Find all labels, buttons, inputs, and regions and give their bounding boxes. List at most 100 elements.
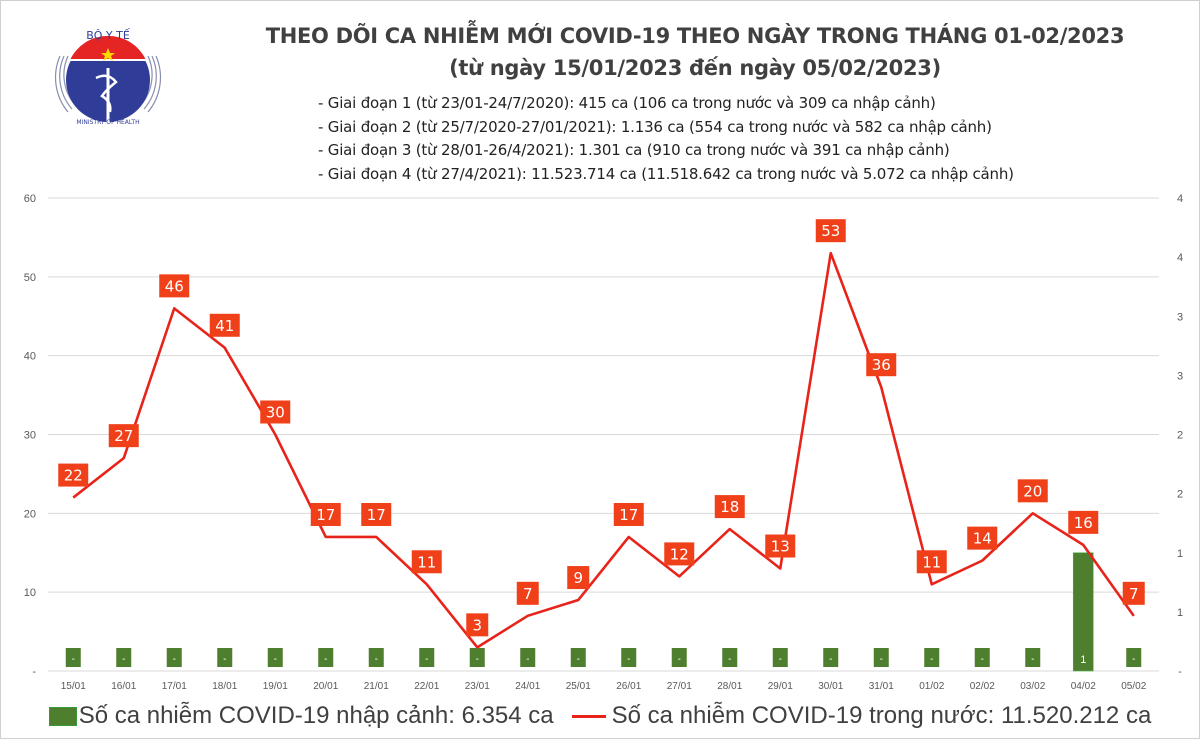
data-label-box xyxy=(916,550,947,574)
bar-label: - xyxy=(476,654,479,665)
logo-bottom-text: MINISTRY OF HEALTH xyxy=(76,119,139,126)
data-label-box xyxy=(159,274,190,298)
x-axis-tick: 23/01 xyxy=(465,681,490,692)
x-axis-tick: 24/01 xyxy=(515,681,540,692)
data-label: 12 xyxy=(670,545,689,563)
phase-item: - Giai đoạn 3 (từ 28/01-26/4/2021): 1.30… xyxy=(318,141,950,159)
left-axis-tick: 60 xyxy=(24,193,36,205)
data-label-box xyxy=(58,463,89,487)
right-axis-tick: 3 xyxy=(1177,370,1183,382)
data-label-box xyxy=(361,502,392,526)
bar-label: - xyxy=(981,654,984,665)
x-axis-tick: 25/01 xyxy=(566,681,591,692)
data-label: 46 xyxy=(165,277,184,295)
x-axis-tick: 26/01 xyxy=(616,681,641,692)
right-axis-tick: 1 xyxy=(1177,607,1183,619)
bar-label: - xyxy=(577,654,580,665)
bar xyxy=(65,648,81,667)
data-label: 3 xyxy=(472,616,482,634)
data-label: 17 xyxy=(316,506,335,524)
data-label: 11 xyxy=(922,553,941,571)
left-axis-tick: - xyxy=(32,666,36,678)
bar xyxy=(1126,648,1142,667)
bar-label: 1 xyxy=(1080,654,1086,666)
data-label: 30 xyxy=(266,404,285,422)
data-label: 11 xyxy=(417,553,436,571)
data-label: 18 xyxy=(720,498,739,516)
bar xyxy=(166,648,182,667)
title-line: THEO DÕI CA NHIỄM MỚI COVID-19 THEO NGÀY… xyxy=(265,24,1125,48)
bar-label: - xyxy=(880,654,883,665)
data-label-box xyxy=(765,534,796,558)
left-axis-tick: 30 xyxy=(24,430,36,442)
data-label: 36 xyxy=(872,356,891,374)
right-axis-tick: 2 xyxy=(1177,489,1183,501)
bar xyxy=(419,648,435,667)
right-axis-tick: 1 xyxy=(1177,548,1183,560)
bar xyxy=(671,648,687,667)
right-axis-tick: 2 xyxy=(1177,430,1183,442)
data-label: 20 xyxy=(1023,482,1042,500)
x-axis-tick: 28/01 xyxy=(717,681,742,692)
line-series xyxy=(72,251,1135,649)
phase-item: - Giai đoạn 2 (từ 25/7/2020-27/01/2021):… xyxy=(318,117,992,136)
x-axis-tick: 22/01 xyxy=(414,681,439,692)
data-label: 41 xyxy=(215,317,234,335)
x-axis-tick: 21/01 xyxy=(364,681,389,692)
bar-label: - xyxy=(425,654,428,665)
x-axis-tick: 20/01 xyxy=(313,681,338,692)
phase-item: - Giai đoạn 4 (từ 27/4/2021): 11.523.714… xyxy=(318,164,1014,183)
data-label-box xyxy=(664,542,695,566)
x-axis-tick: 30/01 xyxy=(818,681,843,692)
ministry-of-health-logo: BỘ Y TẾ MINISTRY OF HEALTH xyxy=(54,28,162,126)
x-axis-tick: 02/02 xyxy=(970,681,995,692)
bar xyxy=(116,648,132,667)
data-label-box xyxy=(866,353,897,377)
right-axis-tick: - xyxy=(1178,666,1182,678)
x-axis-tick: 29/01 xyxy=(768,681,793,692)
chart-title: THEO DÕI CA NHIỄM MỚI COVID-19 THEO NGÀY… xyxy=(200,20,1190,84)
right-axis-tick: 4 xyxy=(1177,252,1183,264)
data-label-box xyxy=(516,581,539,605)
x-axis-tick: 19/01 xyxy=(263,681,288,692)
bar xyxy=(772,648,788,667)
phase-item: - Giai đoạn 1 (từ 23/01-24/7/2020): 415 … xyxy=(318,94,936,112)
bar xyxy=(267,648,283,667)
bar xyxy=(570,648,586,667)
data-label: 7 xyxy=(523,585,533,603)
data-label: 17 xyxy=(367,506,386,524)
data-label: 22 xyxy=(64,467,83,485)
data-label-box xyxy=(567,566,590,590)
bar xyxy=(217,648,233,667)
subtitle-line: (từ ngày 15/01/2023 đến ngày 05/02/2023) xyxy=(449,56,941,80)
bar-label: - xyxy=(274,654,277,665)
left-axis-tick: 20 xyxy=(24,508,36,520)
x-axis-tick: 18/01 xyxy=(212,681,237,692)
x-axis-tick: 15/01 xyxy=(61,681,86,692)
data-label: 7 xyxy=(1129,585,1139,603)
bar-label: - xyxy=(1031,654,1034,665)
data-label-box xyxy=(1017,479,1048,503)
bar-label: - xyxy=(627,654,630,665)
bar-label: - xyxy=(526,654,529,665)
bar-label: - xyxy=(1132,654,1135,665)
data-label: 9 xyxy=(573,569,583,587)
bar xyxy=(520,648,536,667)
bar xyxy=(974,648,990,667)
bar-label: - xyxy=(728,654,731,665)
data-label-box xyxy=(967,526,998,550)
data-label: 13 xyxy=(771,538,790,556)
bar-label: - xyxy=(779,654,782,665)
legend-label-imported: Số ca nhiễm COVID-19 nhập cảnh: 6.354 ca xyxy=(78,702,554,729)
bar-label: - xyxy=(122,654,125,665)
bar-label: - xyxy=(223,654,226,665)
bar xyxy=(469,648,485,667)
left-axis-tick: 10 xyxy=(24,587,36,599)
x-axis-tick: 16/01 xyxy=(111,681,136,692)
x-axis-tick: 31/01 xyxy=(869,681,894,692)
data-label: 53 xyxy=(821,222,840,240)
left-axis-tick: 40 xyxy=(24,351,36,363)
bar-label: - xyxy=(72,654,75,665)
data-label-box xyxy=(815,219,846,243)
data-label-box xyxy=(466,613,489,637)
